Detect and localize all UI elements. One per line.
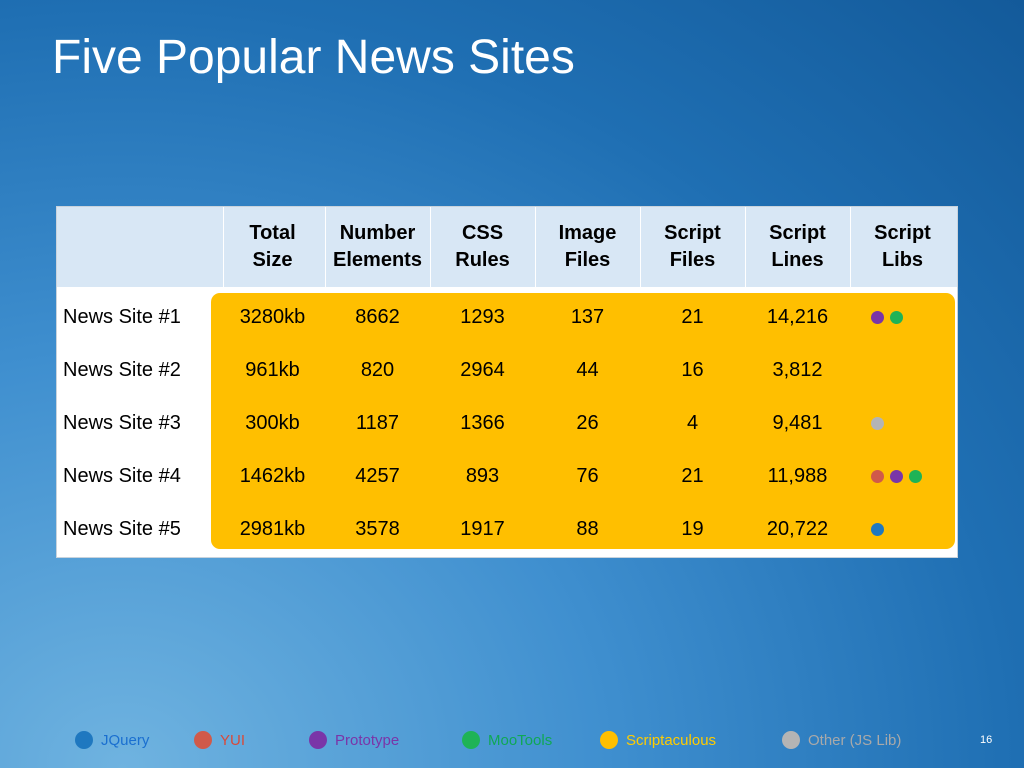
legend-label: Prototype (335, 731, 400, 749)
image-files-cell: 137 (570, 306, 605, 328)
elements-cell: 820 (360, 359, 395, 381)
script-libs-cell (871, 503, 884, 556)
mootools-dot-icon (462, 731, 480, 749)
total-size-cell: 1462kb (239, 465, 306, 487)
image-files-cell: 76 (576, 465, 599, 487)
header-divider (223, 207, 224, 287)
table-row: News Site #4 1462kb 4257 893 76 21 11,98… (57, 450, 957, 503)
total-size-cell: 2981kb (239, 518, 306, 540)
prototype-dot-icon (871, 311, 884, 324)
other-dot-icon (782, 731, 800, 749)
script-files-cell: 4 (686, 412, 699, 434)
script-files-cell: 19 (681, 518, 704, 540)
legend-item-other: Other (JS Lib) (782, 728, 901, 752)
legend-item-yui: YUI (194, 728, 245, 752)
slide-title: Five Popular News Sites (52, 31, 575, 84)
legend-item-scriptaculous: Scriptaculous (600, 728, 716, 752)
elements-cell: 8662 (355, 306, 400, 328)
image-files-cell: 44 (576, 359, 599, 381)
script-lines-cell: 3,812 (772, 359, 823, 381)
table-row: News Site #3 300kb 1187 1366 26 4 9,481 (57, 397, 957, 450)
mootools-dot-icon (890, 311, 903, 324)
elements-cell: 1187 (355, 412, 399, 434)
prototype-dot-icon (890, 470, 903, 483)
css-rules-cell: 1366 (460, 412, 505, 434)
legend-label: JQuery (101, 731, 150, 749)
table-row: News Site #5 2981kb 3578 1917 88 19 20,7… (57, 503, 957, 556)
column-header-script-lines: Script Lines (769, 222, 826, 271)
column-header-css-rules: CSS Rules (455, 222, 510, 271)
script-lines-cell: 14,216 (766, 306, 829, 328)
legend-label: MooTools (488, 731, 553, 749)
header-divider (850, 207, 851, 287)
header-divider (745, 207, 746, 287)
jquery-dot-icon (871, 523, 884, 536)
script-libs-cell (871, 291, 903, 344)
site-name: News Site #4 (63, 465, 181, 487)
script-libs-cell (871, 450, 922, 503)
elements-cell: 4257 (355, 465, 400, 487)
script-files-cell: 21 (681, 306, 704, 328)
script-files-cell: 21 (681, 465, 704, 487)
script-libs-cell (871, 397, 884, 450)
column-header-image-files: Image Files (558, 222, 617, 271)
mootools-dot-icon (909, 470, 922, 483)
script-lines-cell: 11,988 (767, 465, 828, 487)
column-header-script-files: Script Files (664, 222, 721, 271)
table-row: News Site #1 3280kb 8662 1293 137 21 14,… (57, 291, 957, 344)
jquery-dot-icon (75, 731, 93, 749)
script-files-cell: 16 (681, 359, 704, 381)
legend-label: Other (JS Lib) (808, 731, 902, 749)
legend-item-mootools: MooTools (462, 728, 552, 752)
site-name: News Site #3 (63, 412, 181, 434)
image-files-cell: 26 (576, 412, 599, 434)
scriptaculous-dot-icon (600, 731, 618, 749)
data-highlight-block (211, 293, 955, 549)
css-rules-cell: 893 (465, 465, 500, 487)
script-lines-cell: 9,481 (772, 412, 823, 434)
site-name: News Site #1 (63, 306, 181, 328)
library-legend: JQuery YUI Prototype MooTools Scriptacul… (0, 728, 1024, 752)
site-name: News Site #5 (63, 518, 181, 540)
legend-item-prototype: Prototype (309, 728, 399, 752)
css-rules-cell: 1293 (460, 306, 505, 328)
site-name: News Site #2 (63, 359, 181, 381)
column-header-script-libs: Script Libs (874, 222, 931, 271)
total-size-cell: 961kb (245, 359, 300, 381)
elements-cell: 3578 (355, 518, 400, 540)
header-divider (535, 207, 536, 287)
total-size-cell: 3280kb (239, 306, 306, 328)
page-number: 16 (980, 734, 993, 746)
header-divider (640, 207, 641, 287)
news-sites-table: Total Size Number Elements CSS Rules Ima… (56, 206, 958, 558)
image-files-cell: 88 (576, 518, 599, 540)
legend-label: Scriptaculous (626, 731, 717, 749)
script-lines-cell: 20,722 (766, 518, 829, 540)
table-header-row: Total Size Number Elements CSS Rules Ima… (57, 207, 957, 287)
table-row: News Site #2 961kb 820 2964 44 16 3,812 (57, 344, 957, 397)
column-header-total-size: Total Size (249, 222, 296, 271)
css-rules-cell: 2964 (460, 359, 505, 381)
column-header-number-elements: Number Elements (333, 222, 422, 271)
header-divider (430, 207, 431, 287)
yui-dot-icon (871, 470, 884, 483)
yui-dot-icon (194, 731, 212, 749)
legend-item-jquery: JQuery (75, 728, 149, 752)
css-rules-cell: 1917 (460, 518, 505, 540)
total-size-cell: 300kb (245, 412, 300, 434)
header-divider (325, 207, 326, 287)
legend-label: YUI (220, 731, 246, 749)
other-dot-icon (871, 417, 884, 430)
prototype-dot-icon (309, 731, 327, 749)
